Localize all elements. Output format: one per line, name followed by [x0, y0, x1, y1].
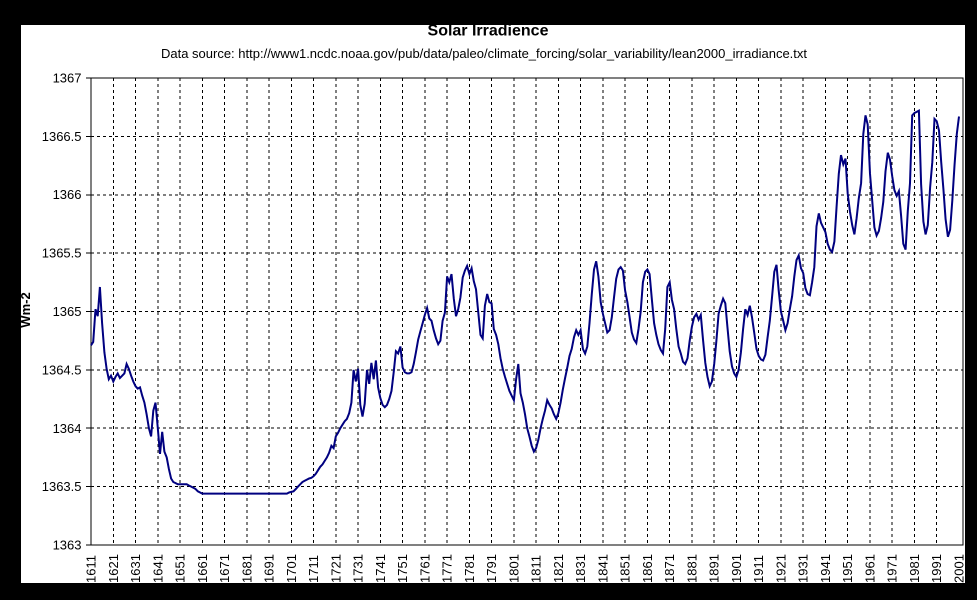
svg-text:1364.5: 1364.5 [42, 362, 82, 377]
svg-text:1691: 1691 [262, 554, 277, 583]
svg-text:1641: 1641 [150, 554, 165, 583]
svg-text:1366: 1366 [53, 187, 82, 202]
svg-text:1781: 1781 [462, 554, 477, 583]
svg-text:1901: 1901 [729, 554, 744, 583]
svg-text:1731: 1731 [351, 554, 366, 583]
svg-text:1871: 1871 [662, 554, 677, 583]
svg-text:1801: 1801 [506, 554, 521, 583]
svg-text:1741: 1741 [373, 554, 388, 583]
svg-text:1941: 1941 [818, 554, 833, 583]
svg-text:1611: 1611 [84, 555, 99, 583]
svg-text:1811: 1811 [529, 555, 544, 583]
svg-text:1701: 1701 [284, 554, 299, 583]
svg-text:2001: 2001 [952, 554, 967, 583]
svg-text:Wm-2: Wm-2 [18, 292, 33, 327]
svg-text:1821: 1821 [551, 554, 566, 583]
svg-text:1851: 1851 [618, 554, 633, 583]
svg-text:Solar Irradience: Solar Irradience [428, 23, 549, 40]
svg-text:1951: 1951 [840, 554, 855, 583]
svg-text:1961: 1961 [863, 554, 878, 583]
svg-text:1363: 1363 [53, 538, 82, 553]
svg-text:1364: 1364 [53, 421, 82, 436]
svg-text:1971: 1971 [885, 554, 900, 583]
svg-text:1981: 1981 [907, 554, 922, 583]
svg-text:1651: 1651 [173, 554, 188, 583]
svg-text:1991: 1991 [929, 554, 944, 583]
svg-text:Data source: http://www1.ncdc.: Data source: http://www1.ncdc.noaa.gov/p… [161, 46, 807, 61]
svg-text:1681: 1681 [239, 554, 254, 583]
svg-text:1911: 1911 [751, 555, 766, 583]
svg-text:1661: 1661 [195, 554, 210, 583]
svg-text:1631: 1631 [128, 554, 143, 583]
svg-text:1831: 1831 [573, 554, 588, 583]
svg-text:1921: 1921 [773, 554, 788, 583]
svg-text:1891: 1891 [707, 554, 722, 583]
svg-text:1671: 1671 [217, 554, 232, 583]
svg-text:1711: 1711 [306, 555, 321, 583]
svg-text:1931: 1931 [796, 554, 811, 583]
svg-text:1365: 1365 [53, 304, 82, 319]
svg-text:1761: 1761 [417, 554, 432, 583]
svg-text:1841: 1841 [595, 554, 610, 583]
svg-text:1881: 1881 [684, 554, 699, 583]
svg-text:1366.5: 1366.5 [42, 129, 82, 144]
svg-text:1363.5: 1363.5 [42, 479, 82, 494]
svg-text:1621: 1621 [106, 554, 121, 583]
svg-text:1861: 1861 [640, 554, 655, 583]
svg-text:1367: 1367 [53, 71, 82, 86]
svg-text:1751: 1751 [395, 554, 410, 583]
svg-text:1721: 1721 [328, 554, 343, 583]
svg-text:1365.5: 1365.5 [42, 246, 82, 261]
svg-text:1791: 1791 [484, 554, 499, 583]
svg-text:1771: 1771 [440, 554, 455, 583]
